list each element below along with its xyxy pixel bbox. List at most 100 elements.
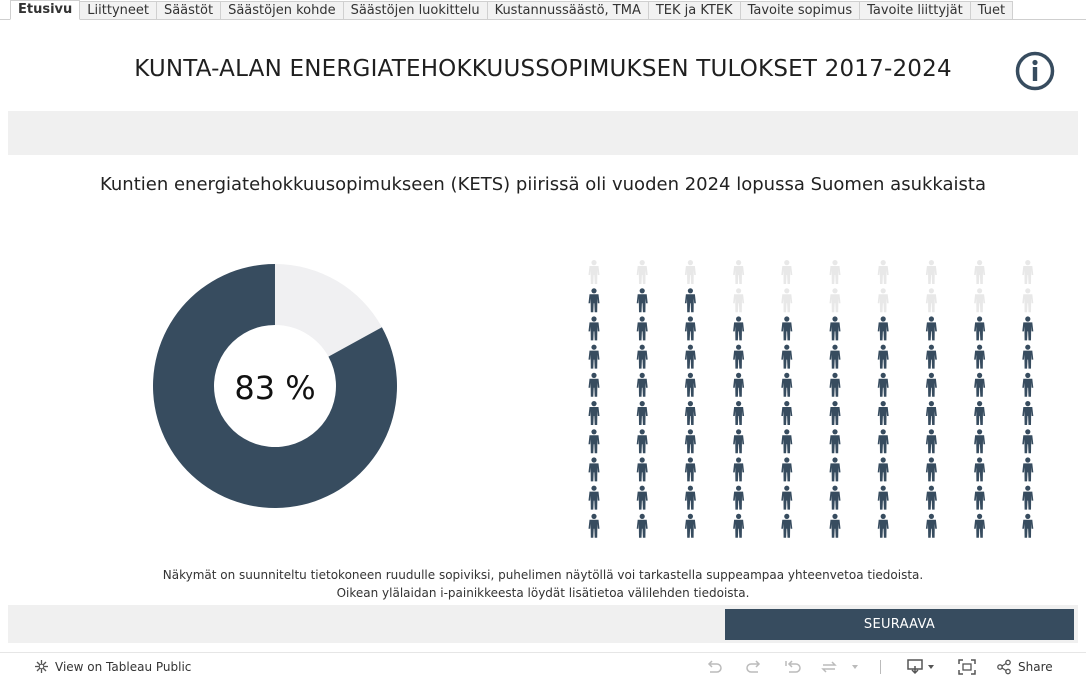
tab-kustannussäästö-tma[interactable]: Kustannussäästö, TMA [487, 1, 649, 19]
tab-liittyneet[interactable]: Liittyneet [80, 1, 157, 19]
person-icon-filled [829, 429, 841, 454]
person-icon-filled [829, 372, 841, 397]
person-icon-filled [636, 344, 648, 369]
person-icon-filled [1022, 513, 1034, 538]
person-icon-filled [974, 401, 986, 425]
person-icon-filled [781, 485, 793, 510]
tab-säästöjen-kohde[interactable]: Säästöjen kohde [221, 1, 344, 19]
toolbar-divider [880, 660, 881, 674]
person-icon-filled [974, 457, 986, 482]
population-pictogram [588, 260, 1034, 538]
person-icon-filled [588, 457, 600, 482]
person-icon-empty [829, 288, 841, 313]
percent-label: 83 % [234, 369, 315, 407]
subtitle: Kuntien energiatehokkuusopimukseen (KETS… [99, 174, 987, 195]
tab-bar: Etusivu Liittyneet Säästöt Säästöjen kohde S… [0, 0, 1086, 20]
person-icon-empty [925, 260, 937, 284]
tab-tavoite-sopimus[interactable]: Tavoite sopimus [740, 1, 861, 19]
person-icon-empty [1022, 260, 1034, 284]
redo-icon[interactable] [744, 658, 764, 676]
person-icon-filled [636, 485, 648, 510]
person-icon-filled [829, 401, 841, 425]
person-icon-filled [925, 485, 937, 510]
person-icon-filled [684, 513, 696, 538]
person-icon-empty [829, 260, 841, 284]
person-icon-filled [974, 344, 986, 369]
person-icon-filled [974, 513, 986, 538]
person-icon-filled [636, 316, 648, 341]
person-icon-filled [781, 457, 793, 482]
person-icon-filled [636, 457, 648, 482]
person-icon-filled [1022, 485, 1034, 510]
person-icon-filled [636, 429, 648, 454]
person-icon-empty [733, 260, 745, 284]
person-icon-filled [588, 401, 600, 425]
tab-tuet[interactable]: Tuet [970, 1, 1014, 19]
person-icon-filled [588, 429, 600, 454]
person-icon-filled [877, 344, 889, 369]
person-icon-empty [925, 288, 937, 313]
person-icon-empty [636, 260, 648, 284]
person-icon-filled [925, 457, 937, 482]
person-icon-empty [974, 260, 986, 284]
person-icon-filled [733, 401, 745, 425]
person-icon-filled [974, 316, 986, 341]
next-button[interactable]: SEURAAVA [725, 609, 1074, 640]
pause-updates-icon[interactable] [820, 658, 860, 676]
donut-filled-segment [152, 264, 397, 508]
person-icon-filled [925, 316, 937, 341]
person-icon-filled [733, 485, 745, 510]
person-icon-filled [588, 344, 600, 369]
share-button[interactable]: Share [996, 658, 1053, 676]
tab-etusivu[interactable]: Etusivu [10, 0, 81, 20]
person-icon-filled [1022, 372, 1034, 397]
person-icon-filled [733, 513, 745, 538]
person-icon-filled [1022, 344, 1034, 369]
person-icon-filled [588, 316, 600, 341]
donut-chart: 83 % [152, 264, 397, 508]
person-icon-filled [781, 401, 793, 425]
person-icon-filled [829, 316, 841, 341]
person-icon-empty [974, 288, 986, 313]
person-icon-filled [733, 316, 745, 341]
person-icon-empty [877, 288, 889, 313]
person-icon-filled [877, 513, 889, 538]
person-icon-filled [733, 429, 745, 454]
tab-tek-ja-ktek[interactable]: TEK ja KTEK [648, 1, 741, 19]
person-icon-filled [684, 344, 696, 369]
person-icon-filled [974, 372, 986, 397]
person-icon-filled [636, 288, 648, 313]
person-icon-filled [877, 485, 889, 510]
person-icon-filled [974, 429, 986, 454]
person-icon-empty [684, 260, 696, 284]
person-icon-filled [588, 485, 600, 510]
person-icon-filled [733, 457, 745, 482]
person-icon-filled [925, 372, 937, 397]
download-icon[interactable] [906, 658, 938, 676]
view-on-tableau-label: View on Tableau Public [55, 659, 192, 674]
fullscreen-icon[interactable] [957, 658, 977, 676]
tab-tavoite-liittyjät[interactable]: Tavoite liittyjät [860, 1, 971, 19]
note-line-1: Näkymät on suunniteltu tietokoneen ruudu… [162, 568, 924, 582]
person-icon-empty [588, 260, 600, 284]
person-icon-filled [781, 513, 793, 538]
person-icon-filled [781, 429, 793, 454]
person-icon-filled [684, 372, 696, 397]
person-icon-filled [829, 485, 841, 510]
person-icon-filled [588, 372, 600, 397]
person-icon-filled [636, 401, 648, 425]
view-on-tableau-link[interactable]: View on Tableau Public [34, 659, 191, 674]
revert-icon[interactable] [783, 658, 803, 676]
person-icon-filled [588, 288, 600, 313]
tab-säästöt[interactable]: Säästöt [156, 1, 222, 19]
tab-säästöjen-luokittelu[interactable]: Säästöjen luokittelu [343, 1, 488, 19]
person-icon-empty [1022, 288, 1034, 313]
person-icon-filled [877, 401, 889, 425]
note-line-2: Oikean ylälaidan i-painikkeesta löydät l… [336, 586, 750, 600]
donut-empty-segment [275, 264, 382, 357]
person-icon-empty [877, 260, 889, 284]
person-icon-empty [781, 288, 793, 313]
info-button[interactable] [1015, 51, 1055, 91]
person-icon-filled [733, 372, 745, 397]
undo-icon[interactable] [704, 658, 724, 676]
